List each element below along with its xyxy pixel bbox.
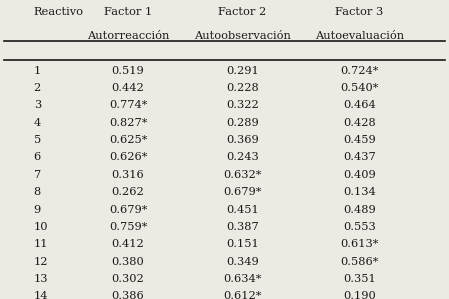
Text: 0.369: 0.369 — [226, 135, 259, 145]
Text: 0.613*: 0.613* — [340, 239, 379, 249]
Text: Autorreacción: Autorreacción — [87, 31, 169, 41]
Text: 0.228: 0.228 — [226, 83, 259, 93]
Text: Factor 2: Factor 2 — [218, 7, 267, 17]
Text: 0.459: 0.459 — [343, 135, 375, 145]
Text: 0.774*: 0.774* — [109, 100, 147, 110]
Text: 13: 13 — [34, 274, 48, 284]
Text: 0.489: 0.489 — [343, 205, 375, 214]
Text: 0.634*: 0.634* — [223, 274, 262, 284]
Text: 0.442: 0.442 — [112, 83, 144, 93]
Text: 0.386: 0.386 — [112, 291, 144, 299]
Text: 3: 3 — [34, 100, 41, 110]
Text: 0.151: 0.151 — [226, 239, 259, 249]
Text: 1: 1 — [34, 66, 41, 76]
Text: 8: 8 — [34, 187, 41, 197]
Text: 0.316: 0.316 — [112, 170, 144, 180]
Text: 0.302: 0.302 — [112, 274, 144, 284]
Text: 0.632*: 0.632* — [223, 170, 262, 180]
Text: 4: 4 — [34, 118, 41, 128]
Text: 0.679*: 0.679* — [109, 205, 147, 214]
Text: 0.724*: 0.724* — [340, 66, 379, 76]
Text: Reactivo: Reactivo — [34, 7, 84, 17]
Text: 0.519: 0.519 — [112, 66, 144, 76]
Text: 14: 14 — [34, 291, 48, 299]
Text: 0.612*: 0.612* — [223, 291, 262, 299]
Text: 10: 10 — [34, 222, 48, 232]
Text: 0.322: 0.322 — [226, 100, 259, 110]
Text: 0.134: 0.134 — [343, 187, 375, 197]
Text: 0.827*: 0.827* — [109, 118, 147, 128]
Text: 0.387: 0.387 — [226, 222, 259, 232]
Text: 0.464: 0.464 — [343, 100, 375, 110]
Text: 0.351: 0.351 — [343, 274, 375, 284]
Text: 0.412: 0.412 — [112, 239, 144, 249]
Text: 0.190: 0.190 — [343, 291, 375, 299]
Text: 0.409: 0.409 — [343, 170, 375, 180]
Text: 0.243: 0.243 — [226, 152, 259, 162]
Text: 0.380: 0.380 — [112, 257, 144, 266]
Text: 0.540*: 0.540* — [340, 83, 379, 93]
Text: 0.349: 0.349 — [226, 257, 259, 266]
Text: 0.625*: 0.625* — [109, 135, 147, 145]
Text: 11: 11 — [34, 239, 48, 249]
Text: 0.553: 0.553 — [343, 222, 375, 232]
Text: 0.759*: 0.759* — [109, 222, 147, 232]
Text: 7: 7 — [34, 170, 41, 180]
Text: 0.451: 0.451 — [226, 205, 259, 214]
Text: 0.289: 0.289 — [226, 118, 259, 128]
Text: 5: 5 — [34, 135, 41, 145]
Text: Autoobservación: Autoobservación — [194, 31, 291, 41]
Text: Factor 3: Factor 3 — [335, 7, 383, 17]
Text: 0.291: 0.291 — [226, 66, 259, 76]
Text: 0.626*: 0.626* — [109, 152, 147, 162]
Text: 2: 2 — [34, 83, 41, 93]
Text: 0.428: 0.428 — [343, 118, 375, 128]
Text: 0.586*: 0.586* — [340, 257, 379, 266]
Text: 9: 9 — [34, 205, 41, 214]
Text: Factor 1: Factor 1 — [104, 7, 152, 17]
Text: 0.679*: 0.679* — [223, 187, 262, 197]
Text: 6: 6 — [34, 152, 41, 162]
Text: 0.262: 0.262 — [112, 187, 144, 197]
Text: 0.437: 0.437 — [343, 152, 375, 162]
Text: Autoevaluación: Autoevaluación — [315, 31, 404, 41]
Text: 12: 12 — [34, 257, 48, 266]
